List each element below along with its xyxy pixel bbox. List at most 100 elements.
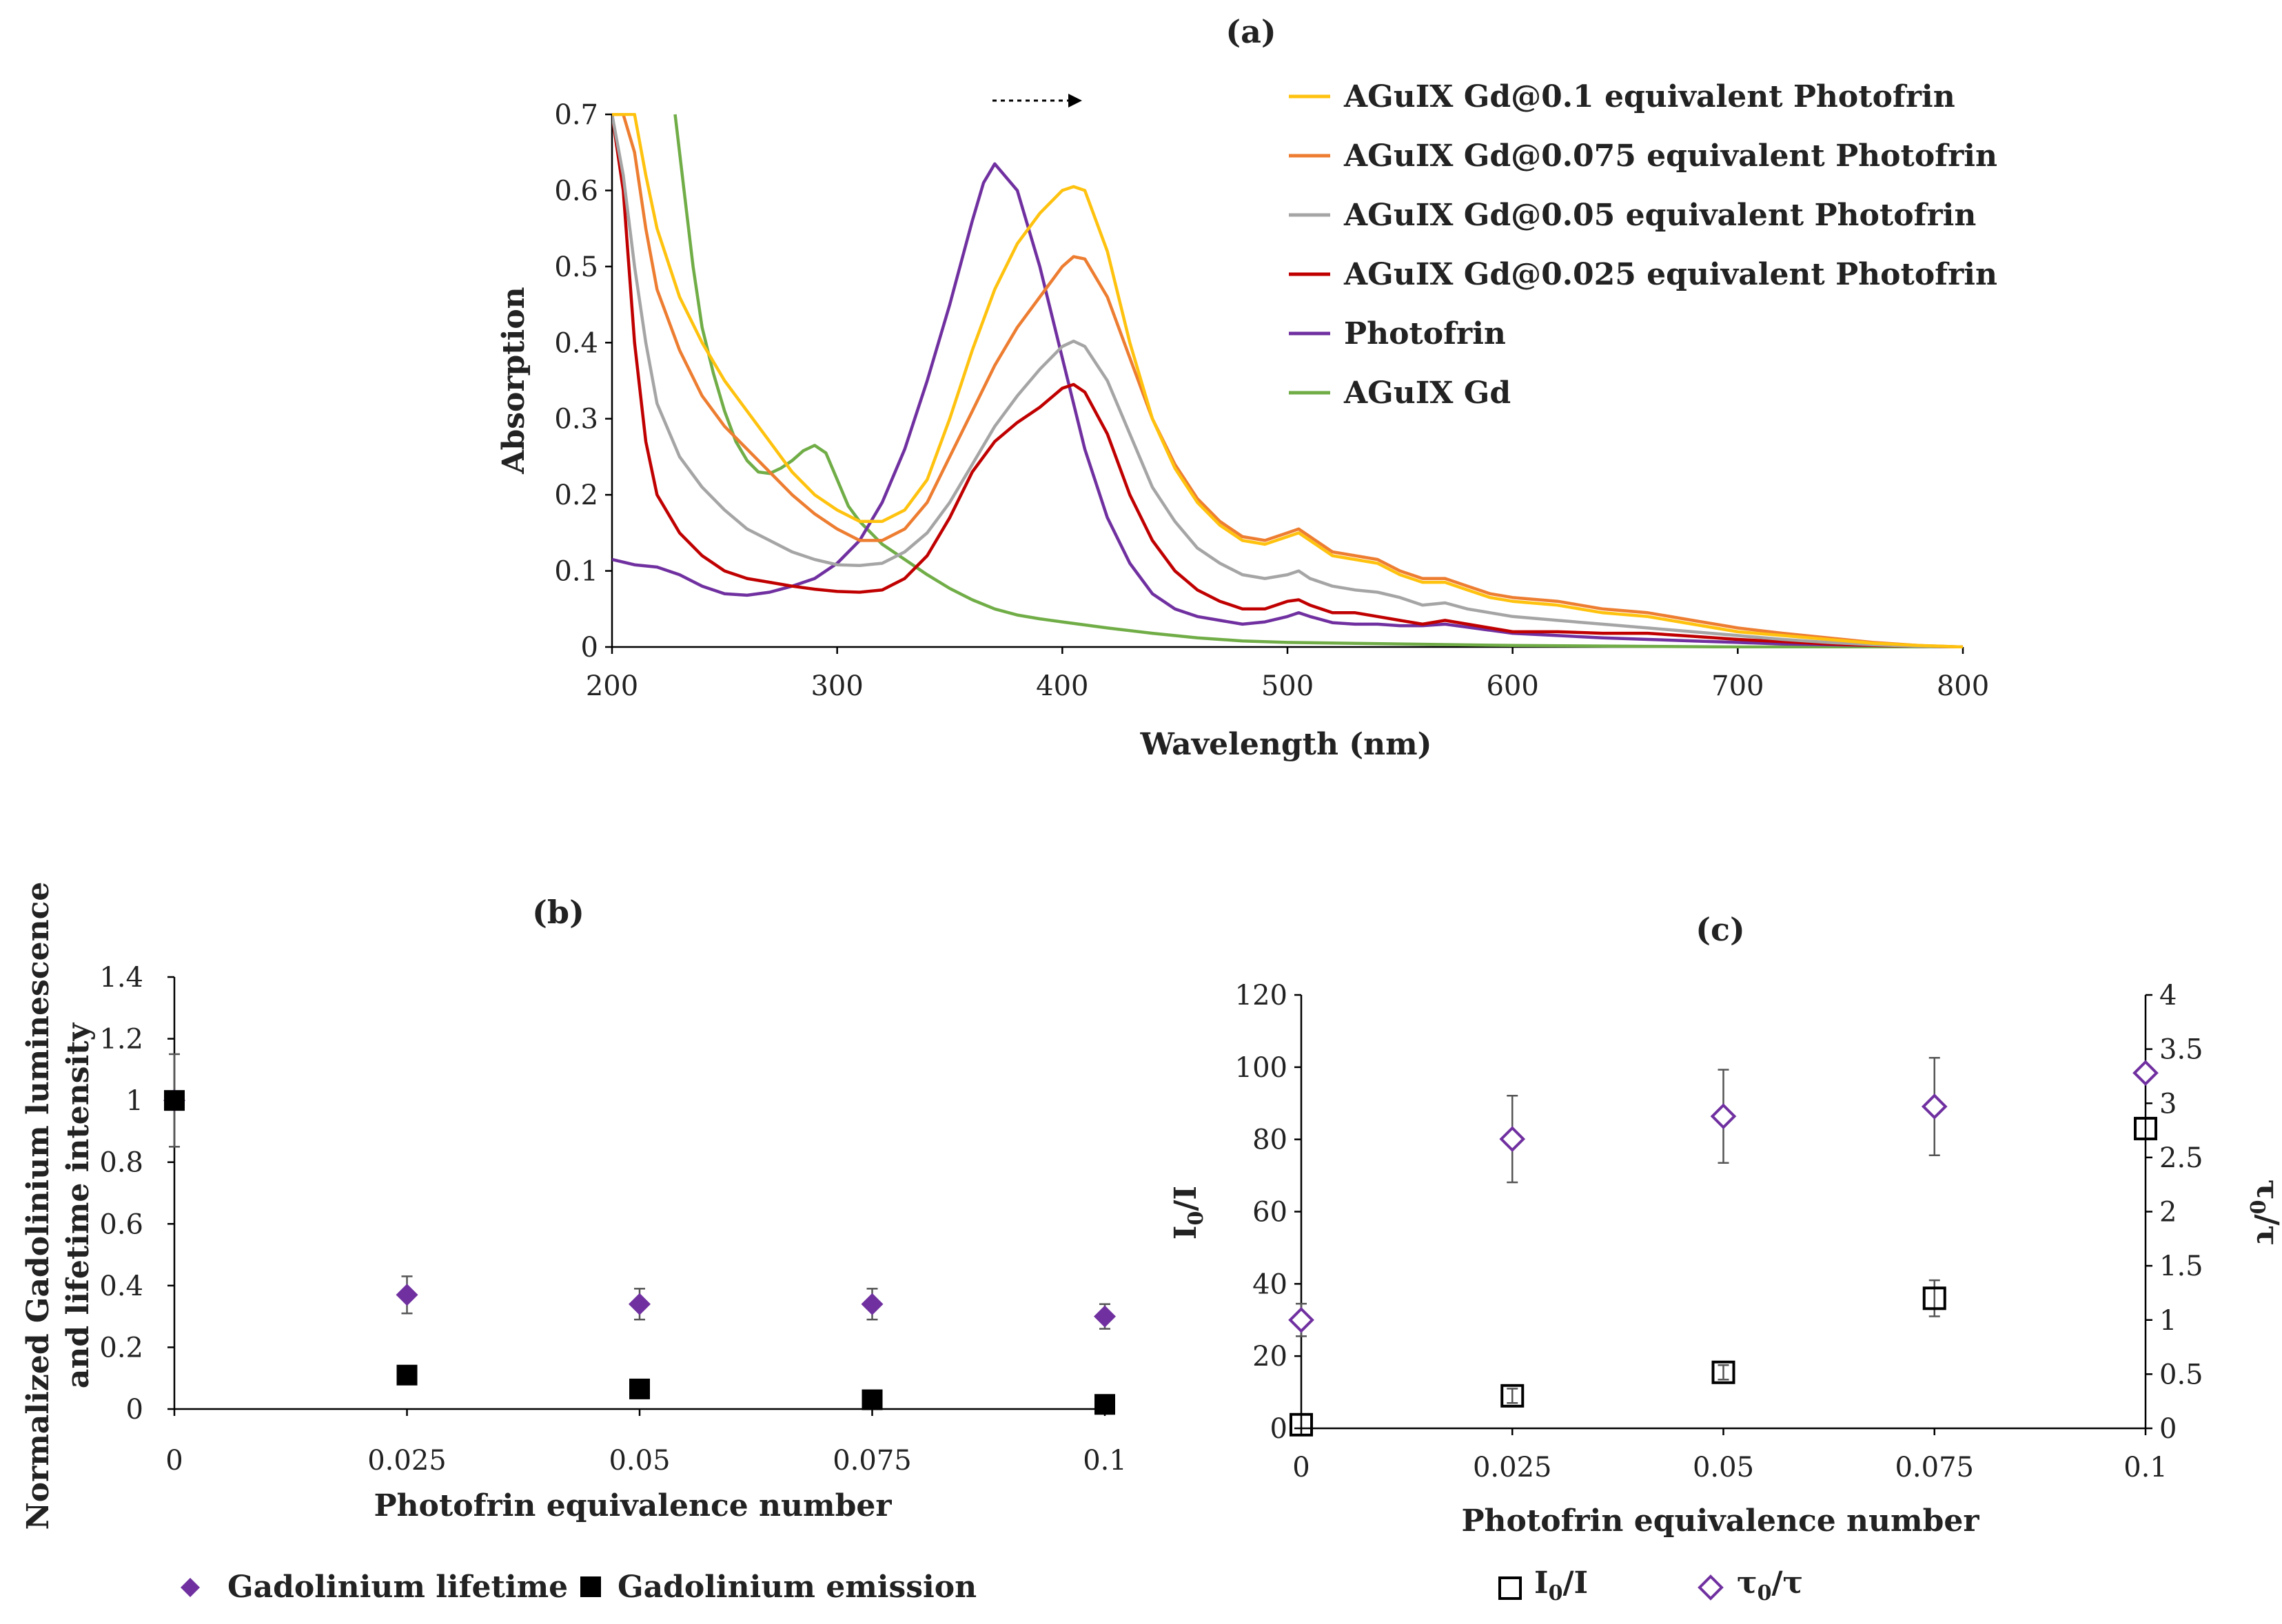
panel-c-x-tick-label: 0 <box>1292 1452 1310 1483</box>
panel-a-series-line <box>612 113 1963 648</box>
panel-a-series-lines <box>612 113 1963 648</box>
legend-square-icon <box>580 1576 601 1597</box>
legend-diamond-icon <box>181 1578 200 1597</box>
panel-c-left-tick-label: 60 <box>1252 1197 1287 1229</box>
panel-b-y-tick-label: 1.2 <box>99 1024 143 1056</box>
panel-c-i0i-point <box>1922 1286 1946 1310</box>
panel-b-marks <box>163 1053 1116 1415</box>
panel-c-right-tick-label: 4 <box>2159 980 2177 1011</box>
panel-a-title: (a) <box>1225 13 1276 50</box>
panel-c-x-axis-label: Photofrin equivalence number <box>1461 1503 1979 1539</box>
panel-a-legend-entry: AGuIX Gd@0.05 equivalent Photofrin <box>1343 198 1976 233</box>
panel-a-series-line <box>673 114 1963 648</box>
panel-c-i0i-point <box>1290 1412 1313 1437</box>
panel-b-y-tick-label: 0.2 <box>99 1332 143 1364</box>
panel-b-y-tick-label: 0.8 <box>99 1147 143 1179</box>
panel-a-legend-entry: AGuIX Gd@0.075 equivalent Photofrin <box>1343 138 1997 174</box>
panel-c-left-tick-label: 80 <box>1252 1124 1287 1156</box>
panel-c-y-axis-label-left: I0/I <box>1168 1186 1208 1240</box>
legend-gadolinium-lifetime: Gadolinium lifetime <box>227 1570 568 1605</box>
panel-a-legend-entry: Photofrin <box>1344 316 1506 351</box>
panel-b-lifetime-chart: (b) 00.20.40.60.811.21.40 0.025 0.05 0.075 0… <box>21 882 1127 1605</box>
panel-c-x-tick-label: 0.025 <box>1473 1452 1552 1483</box>
panel-c-y-axis-label-right: τ0/τ <box>2245 1180 2282 1246</box>
panel-b-x-tick-label: 0.05 <box>609 1445 670 1477</box>
legend-i0-over-i: I0/I <box>1534 1565 1588 1605</box>
panel-c-left-tick-label: 20 <box>1252 1341 1287 1373</box>
panel-c-right-tick-label: 3.5 <box>2159 1034 2203 1066</box>
panel-b-lifetime-point <box>861 1293 884 1315</box>
panel-a-y-tick-label: 0.4 <box>554 327 598 359</box>
panel-c-x-tick-label: 0.1 <box>2123 1452 2168 1483</box>
panel-b-y-tick-label: 0.6 <box>99 1209 143 1240</box>
panel-c-tau-point <box>1921 1093 1948 1120</box>
panel-b-y-axis-label-line1: Normalized Gadolinium luminescence <box>21 882 56 1530</box>
panel-a-x-tick-label: 200 <box>586 670 638 702</box>
panel-c-marks <box>1288 1056 2159 1437</box>
panel-c-left-tick-label: 120 <box>1235 980 1287 1011</box>
panel-a-y-tick-label: 0.3 <box>554 404 598 435</box>
panel-a-y-tick-label: 0.2 <box>554 480 598 511</box>
panel-b-y-tick-label: 0.4 <box>99 1271 143 1302</box>
panel-a-x-tick-label: 500 <box>1261 670 1314 702</box>
shift-arrow-icon <box>992 94 1082 107</box>
panel-a-series-line <box>612 114 1963 648</box>
panel-a-y-tick-label: 0 <box>581 632 598 664</box>
panel-a-y-tick-label: 0.5 <box>554 251 598 283</box>
panel-c-i0i-point <box>1500 1384 1525 1408</box>
panel-c-legend: I0/I τ0/τ <box>1498 1565 1803 1605</box>
panel-b-emission-point <box>862 1389 883 1410</box>
panel-a-series-line <box>612 162 1963 648</box>
panel-b-emission-point <box>164 1090 185 1111</box>
panel-b-x-tick-label: 0.025 <box>367 1445 447 1477</box>
panel-b-lifetime-point <box>396 1284 418 1306</box>
panel-a-x-tick-label: 400 <box>1036 670 1088 702</box>
panel-a-axes: 200 300 400 500 600 700 800 0 0.1 0.2 0.3 0.4 0.5 0.6… <box>554 99 1989 702</box>
panel-a-series-line <box>612 113 1963 648</box>
panel-c-right-tick-label: 2.5 <box>2159 1142 2203 1174</box>
panel-c-x-tick-label: 0.05 <box>1693 1452 1754 1483</box>
panel-a-legend-entry: AGuIX Gd@0.025 equivalent Photofrin <box>1343 257 1997 292</box>
panel-a-y-tick-label: 0.1 <box>554 556 598 588</box>
panel-b-y-axis-label-line2: and lifetime intensity <box>61 1022 96 1388</box>
panel-c-tau-point <box>1499 1126 1526 1152</box>
panel-a-x-tick-label: 300 <box>811 670 863 702</box>
panel-a-legend-entry: AGuIX Gd@0.1 equivalent Photofrin <box>1343 79 1955 114</box>
panel-a-x-axis-label: Wavelength (nm) <box>1140 727 1432 762</box>
panel-a-y-tick-label: 0.7 <box>554 99 598 131</box>
panel-b-legend: Gadolinium lifetime Gadolinium emission <box>181 1570 977 1605</box>
panel-b-x-tick-label: 0.075 <box>833 1445 912 1477</box>
panel-c-right-tick-label: 1 <box>2159 1305 2177 1337</box>
panel-c-right-tick-label: 0 <box>2159 1413 2177 1445</box>
panel-b-emission-point <box>1094 1394 1115 1415</box>
panel-b-x-axis-label: Photofrin equivalence number <box>374 1488 892 1523</box>
panel-c-x-tick-label: 0.075 <box>1895 1452 1974 1483</box>
panel-c-i0i-point <box>2134 1116 2157 1140</box>
panel-a-absorption-chart: (a) 200 300 400 500 600 700 800 0 0.1 0.2 0.3 0.4 0.… <box>496 13 1997 762</box>
panel-a-x-tick-label: 800 <box>1937 670 1989 702</box>
panel-a-x-tick-label: 600 <box>1486 670 1538 702</box>
panel-c-title: (c) <box>1695 911 1745 948</box>
legend-open-diamond-icon <box>1698 1574 1724 1601</box>
panel-c-left-tick-label: 40 <box>1252 1268 1287 1300</box>
panel-a-x-tick-label: 700 <box>1711 670 1764 702</box>
panel-b-lifetime-point <box>1094 1305 1116 1328</box>
panel-c-right-tick-label: 3 <box>2159 1088 2177 1120</box>
panel-a-y-tick-label: 0.6 <box>554 175 598 207</box>
panel-c-right-tick-label: 1.5 <box>2159 1251 2203 1282</box>
panel-b-y-tick-label: 1.4 <box>99 962 143 994</box>
panel-a-legend-entry: AGuIX Gd <box>1343 376 1511 411</box>
panel-b-title: (b) <box>532 894 584 931</box>
panel-c-i0i-point <box>1711 1360 1735 1384</box>
panel-a-y-axis-label: Absorption <box>496 287 531 474</box>
panel-c-left-tick-label: 0 <box>1270 1413 1287 1445</box>
panel-c-tau-point <box>1710 1103 1737 1129</box>
panel-b-axes: 0 0.2 0.4 0.6 0.8 1 1.2 1.4 0 0.025 0.05 0.075 0.1 <box>99 962 1126 1477</box>
panel-b-x-tick-label: 0 <box>165 1445 183 1477</box>
panel-b-emission-point <box>396 1364 418 1386</box>
panel-c-tau-point <box>1288 1306 1314 1333</box>
legend-gadolinium-emission: Gadolinium emission <box>618 1570 977 1605</box>
